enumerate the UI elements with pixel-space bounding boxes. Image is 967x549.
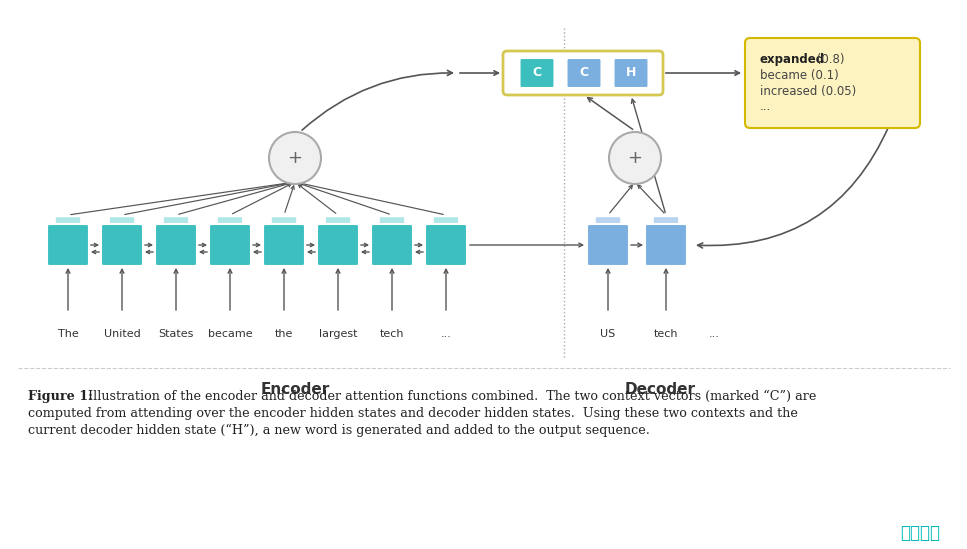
FancyBboxPatch shape	[653, 216, 679, 227]
Text: +: +	[628, 149, 642, 167]
FancyBboxPatch shape	[587, 224, 629, 266]
FancyBboxPatch shape	[325, 216, 351, 227]
Text: Decoder: Decoder	[625, 382, 695, 397]
Text: 谷普下载: 谷普下载	[900, 524, 940, 542]
Text: +: +	[287, 149, 303, 167]
FancyBboxPatch shape	[109, 216, 135, 227]
Text: C: C	[533, 66, 542, 80]
FancyBboxPatch shape	[47, 224, 89, 266]
Text: H: H	[626, 66, 636, 80]
FancyBboxPatch shape	[433, 216, 459, 227]
FancyBboxPatch shape	[55, 216, 81, 227]
Text: The: The	[58, 329, 78, 339]
Text: became (0.1): became (0.1)	[760, 69, 838, 81]
Ellipse shape	[609, 132, 661, 184]
Text: current decoder hidden state (“H”), a new word is generated and added to the out: current decoder hidden state (“H”), a ne…	[28, 424, 650, 437]
FancyBboxPatch shape	[613, 58, 649, 88]
Text: ...: ...	[441, 329, 452, 339]
FancyBboxPatch shape	[645, 224, 687, 266]
Text: Encoder: Encoder	[260, 382, 330, 397]
FancyBboxPatch shape	[263, 224, 305, 266]
FancyBboxPatch shape	[317, 224, 359, 266]
Text: became: became	[208, 329, 252, 339]
Text: ...: ...	[709, 329, 719, 339]
Text: ...: ...	[760, 100, 772, 114]
FancyBboxPatch shape	[101, 224, 143, 266]
Text: Figure 1:: Figure 1:	[28, 390, 93, 403]
FancyBboxPatch shape	[379, 216, 405, 227]
Text: increased (0.05): increased (0.05)	[760, 85, 856, 98]
Text: States: States	[159, 329, 193, 339]
FancyBboxPatch shape	[163, 216, 189, 227]
FancyBboxPatch shape	[218, 216, 243, 227]
FancyBboxPatch shape	[371, 224, 413, 266]
Text: the: the	[275, 329, 293, 339]
FancyBboxPatch shape	[271, 216, 297, 227]
Text: C: C	[579, 66, 589, 80]
FancyBboxPatch shape	[155, 224, 197, 266]
Text: computed from attending over the encoder hidden states and decoder hidden states: computed from attending over the encoder…	[28, 407, 798, 420]
Text: (0.8): (0.8)	[813, 53, 844, 65]
FancyBboxPatch shape	[209, 224, 251, 266]
FancyBboxPatch shape	[519, 58, 554, 88]
FancyBboxPatch shape	[567, 58, 601, 88]
Text: United: United	[103, 329, 140, 339]
Text: US: US	[601, 329, 616, 339]
Text: tech: tech	[380, 329, 404, 339]
Text: expanded: expanded	[760, 53, 825, 65]
FancyBboxPatch shape	[425, 224, 467, 266]
FancyBboxPatch shape	[503, 51, 663, 95]
FancyBboxPatch shape	[595, 216, 621, 227]
Text: largest: largest	[319, 329, 357, 339]
Ellipse shape	[269, 132, 321, 184]
FancyBboxPatch shape	[745, 38, 920, 128]
Text: Illustration of the encoder and decoder attention functions combined.  The two c: Illustration of the encoder and decoder …	[80, 390, 816, 403]
Text: tech: tech	[654, 329, 678, 339]
